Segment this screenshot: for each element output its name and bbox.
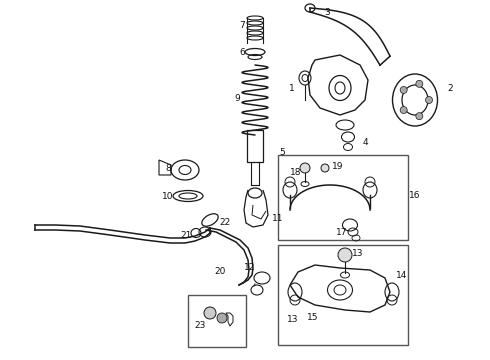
Text: 7: 7 — [239, 21, 245, 30]
Text: 15: 15 — [307, 314, 319, 323]
Circle shape — [300, 163, 310, 173]
Circle shape — [217, 313, 227, 323]
Text: 11: 11 — [272, 213, 284, 222]
Bar — [278, 155, 408, 240]
Text: 22: 22 — [220, 217, 231, 226]
Bar — [188, 295, 246, 347]
Text: 6: 6 — [239, 48, 245, 57]
Text: 5: 5 — [279, 148, 285, 157]
Text: 17: 17 — [336, 228, 348, 237]
Text: 12: 12 — [245, 264, 256, 273]
Circle shape — [416, 113, 423, 120]
Text: 10: 10 — [162, 192, 174, 201]
Text: 20: 20 — [214, 267, 226, 276]
Text: 23: 23 — [195, 321, 206, 330]
Bar — [247, 130, 263, 162]
Circle shape — [400, 86, 407, 94]
Circle shape — [400, 107, 407, 113]
Circle shape — [204, 307, 216, 319]
Text: 8: 8 — [165, 163, 171, 172]
Text: 18: 18 — [290, 167, 302, 176]
Circle shape — [416, 80, 423, 87]
Text: 3: 3 — [324, 8, 330, 17]
Circle shape — [321, 164, 329, 172]
Text: 1: 1 — [289, 84, 295, 93]
Text: 13: 13 — [352, 248, 364, 257]
Text: 13: 13 — [287, 315, 299, 324]
Text: 16: 16 — [409, 190, 421, 199]
Circle shape — [338, 248, 352, 262]
Bar — [278, 245, 408, 345]
Text: 9: 9 — [234, 94, 240, 103]
Text: 4: 4 — [362, 138, 368, 147]
Text: 2: 2 — [447, 84, 453, 93]
Circle shape — [425, 96, 433, 104]
Text: 21: 21 — [180, 230, 192, 239]
Text: 14: 14 — [396, 270, 408, 279]
Text: 19: 19 — [332, 162, 344, 171]
